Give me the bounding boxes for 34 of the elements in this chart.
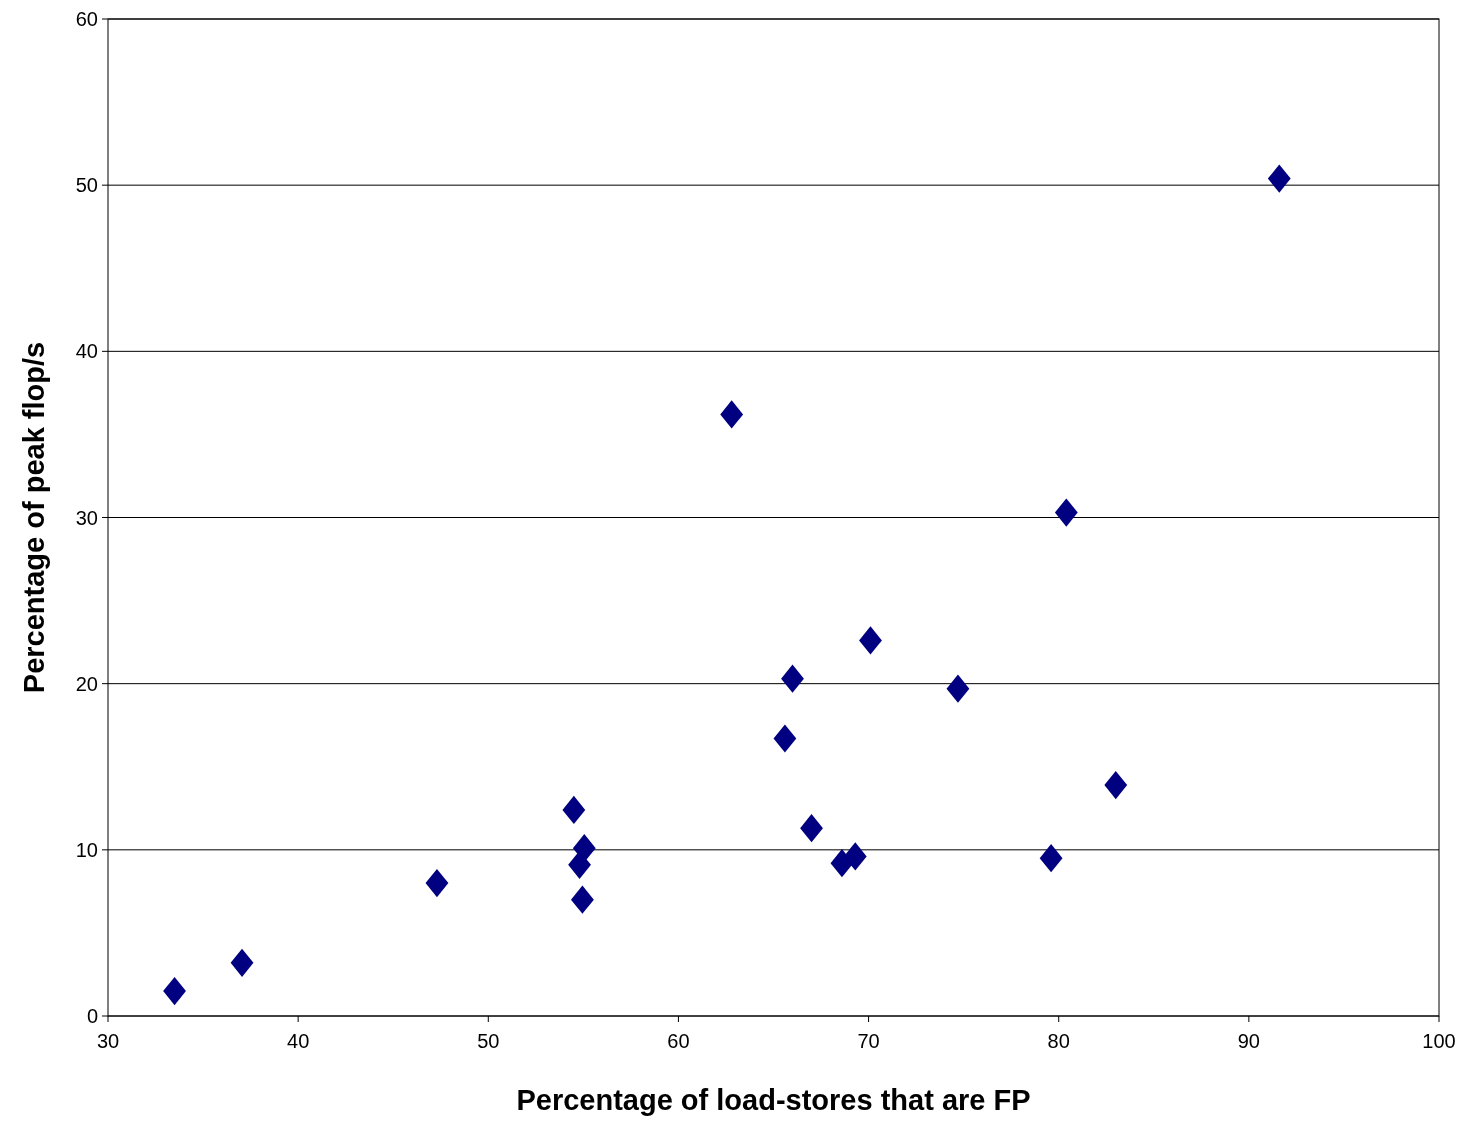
y-tick-label: 50: [75, 174, 98, 197]
point: [946, 674, 970, 703]
point: [1104, 770, 1128, 800]
y-axis-title: Percentage of peak flop/s: [18, 341, 50, 694]
y-tick-label: 20: [75, 672, 98, 695]
point: [562, 795, 586, 825]
y-tick-label: 60: [75, 8, 98, 30]
point: [781, 664, 804, 693]
x-tick-label: 90: [1237, 1030, 1260, 1052]
point: [163, 976, 186, 1006]
x-tick-label: 30: [96, 1030, 120, 1052]
point: [843, 842, 867, 871]
x-tick-label: 80: [1047, 1030, 1070, 1052]
x-tick-label: 40: [287, 1030, 310, 1052]
point: [571, 885, 594, 914]
y-tick-label: 0: [86, 1005, 98, 1027]
point: [859, 626, 882, 655]
y-tick-label: 40: [75, 340, 98, 363]
x-tick-label: 50: [477, 1030, 500, 1052]
point: [1039, 844, 1063, 873]
point: [425, 868, 449, 898]
point: [773, 724, 797, 753]
y-tick-label: 30: [75, 506, 98, 529]
point: [568, 850, 591, 879]
x-tick-label: 100: [1422, 1030, 1456, 1052]
point: [800, 814, 823, 843]
point: [230, 948, 254, 977]
point: [1267, 164, 1291, 193]
point: [720, 400, 744, 429]
x-tick-label: 70: [857, 1030, 880, 1052]
y-tick-label: 10: [75, 838, 98, 861]
point: [1054, 498, 1078, 527]
x-tick-label: 60: [667, 1030, 690, 1052]
x-axis-title: Percentage of load-stores that are FP: [516, 1084, 1031, 1116]
